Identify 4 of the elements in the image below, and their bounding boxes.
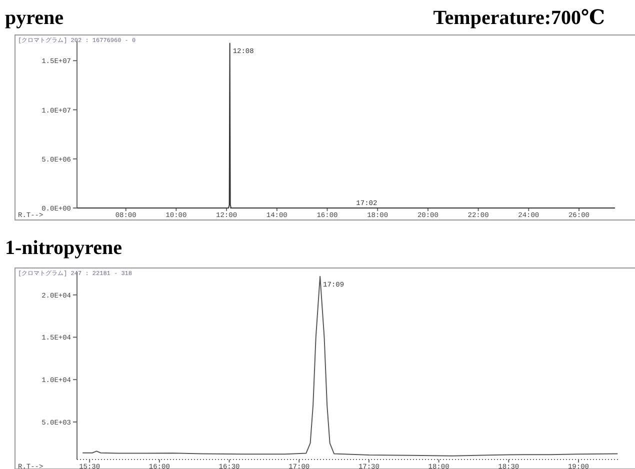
text: Temperature:700℃ [433,7,605,29]
chart-title: pyrene [5,7,64,29]
line-series [82,276,618,456]
chart-title: 1-nitropyrene [5,237,122,259]
